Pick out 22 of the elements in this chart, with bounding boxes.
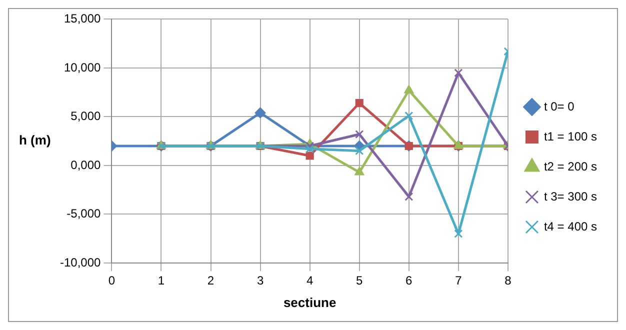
legend-label: t2 = 200 s xyxy=(544,159,598,174)
legend-label: t1 = 100 s xyxy=(544,129,598,144)
x-tick-label: 4 xyxy=(306,274,314,288)
x-tick-label: 5 xyxy=(356,274,364,288)
x-tick-label: 8 xyxy=(504,274,512,288)
legend-label: t4 = 400 s xyxy=(544,219,598,234)
y-tick-label: 15,000 xyxy=(64,12,102,26)
x-tick-label: 6 xyxy=(406,274,413,288)
y-axis-title: h (m) xyxy=(19,132,51,148)
y-tick-label: 10,000 xyxy=(64,60,102,74)
x-tick-label: 2 xyxy=(207,274,214,288)
y-tick-label: -10,000 xyxy=(60,255,102,270)
x-tick-label: 0 xyxy=(108,274,116,288)
legend-label: t 0= 0 xyxy=(544,99,575,114)
y-tick-label: 5,000 xyxy=(70,109,102,124)
x-tick-label: 3 xyxy=(256,274,264,288)
legend-label: t 3= 300 s xyxy=(544,189,598,204)
x-axis-title: sectiune xyxy=(283,294,336,310)
x-tick-label: 1 xyxy=(158,274,165,288)
x-tick-label: 7 xyxy=(455,274,462,288)
y-tick-label: -5,000 xyxy=(66,206,102,221)
y-tick-label: 0,000 xyxy=(70,158,102,172)
